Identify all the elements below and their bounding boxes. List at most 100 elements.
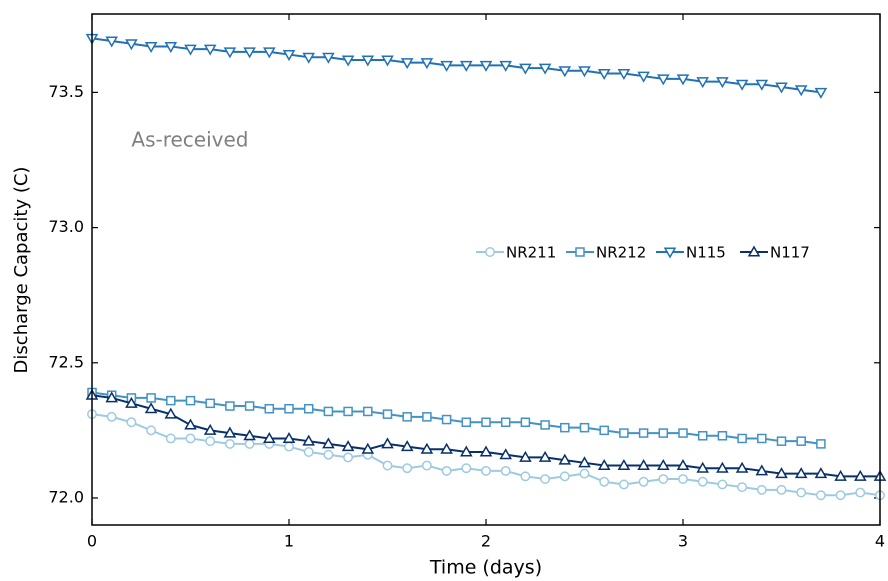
data-point (144, 41, 158, 53)
data-point (363, 406, 373, 417)
data-point (302, 434, 315, 446)
data-point (185, 433, 196, 444)
data-point (834, 469, 847, 481)
data-point (755, 79, 769, 91)
data-point (460, 60, 473, 72)
data-point (185, 395, 196, 406)
legend-marker (747, 245, 761, 257)
data-point (284, 403, 294, 414)
x-tick-label: 2 (481, 532, 491, 551)
data-point (678, 428, 688, 438)
data-point (441, 465, 452, 476)
data-point (105, 36, 118, 48)
data-point (223, 426, 237, 438)
data-point (361, 55, 375, 67)
data-point (538, 450, 552, 462)
data-point (164, 407, 178, 419)
data-point (776, 436, 787, 446)
data-point (284, 441, 294, 452)
data-point (794, 85, 808, 97)
data-point (225, 401, 235, 411)
data-point (205, 436, 216, 447)
data-point (638, 476, 649, 487)
data-point (519, 450, 532, 462)
data-point (520, 471, 531, 482)
data-point (381, 55, 394, 67)
data-point (658, 428, 669, 438)
data-point (538, 63, 552, 75)
legend-marker (663, 247, 677, 259)
data-point (146, 393, 156, 403)
data-point (617, 459, 631, 471)
data-point (263, 431, 276, 443)
data-point (303, 403, 314, 414)
data-point (676, 74, 690, 86)
data-point (400, 58, 414, 70)
data-point (420, 442, 434, 454)
data-point (440, 442, 453, 454)
legend-marker (575, 247, 585, 257)
legend-label: N117 (770, 244, 810, 262)
series-line (91, 391, 822, 445)
data-point (578, 456, 591, 468)
data-point (479, 445, 493, 457)
data-point (619, 428, 629, 438)
data-point (382, 409, 393, 419)
data-point (558, 66, 572, 78)
data-point (440, 60, 453, 72)
data-point (558, 453, 572, 465)
data-point (243, 47, 256, 59)
x-axis-label: Time (days) (429, 557, 542, 579)
data-point (599, 476, 610, 487)
data-point (775, 467, 788, 479)
data-point (756, 484, 767, 495)
data-point (243, 429, 256, 441)
data-point (420, 58, 434, 70)
data-point (164, 41, 178, 53)
data-point (540, 420, 550, 430)
data-point (223, 47, 237, 59)
data-point (618, 479, 629, 490)
data-point (461, 417, 472, 428)
data-point (755, 464, 769, 476)
data-point (599, 425, 609, 436)
data-point (716, 461, 729, 473)
data-point (144, 402, 158, 414)
data-point (737, 433, 747, 444)
data-point (422, 412, 432, 422)
data-point (203, 44, 217, 56)
data-point (559, 471, 570, 482)
data-point (479, 60, 493, 72)
data-point (105, 391, 118, 403)
data-point (717, 479, 728, 490)
legend: NR211 NR212 N115 N117 (476, 244, 810, 262)
data-point (735, 461, 749, 473)
annotation: As-received (131, 128, 248, 152)
legend-label: N115 (686, 244, 726, 262)
data-point (322, 437, 335, 449)
data-point (519, 63, 532, 75)
data-point (814, 87, 828, 99)
data-point (461, 463, 472, 474)
data-point (835, 490, 846, 501)
data-point (166, 395, 176, 406)
data-point (203, 423, 217, 435)
data-point (737, 482, 748, 493)
data-point (735, 79, 749, 91)
data-point (776, 484, 787, 495)
data-point (322, 52, 335, 64)
data-point (343, 452, 354, 463)
data-point (637, 71, 650, 83)
legend-label: NR212 (596, 244, 646, 262)
y-tick-label: 73.0 (48, 217, 84, 236)
data-point (381, 437, 394, 449)
data-point (638, 428, 649, 438)
data-point (579, 422, 590, 433)
data-point (794, 467, 808, 479)
data-point (460, 445, 473, 457)
data-point (697, 431, 708, 441)
y-tick-label: 73.5 (48, 82, 84, 101)
legend-label: NR211 (506, 244, 556, 262)
data-point (341, 55, 355, 67)
